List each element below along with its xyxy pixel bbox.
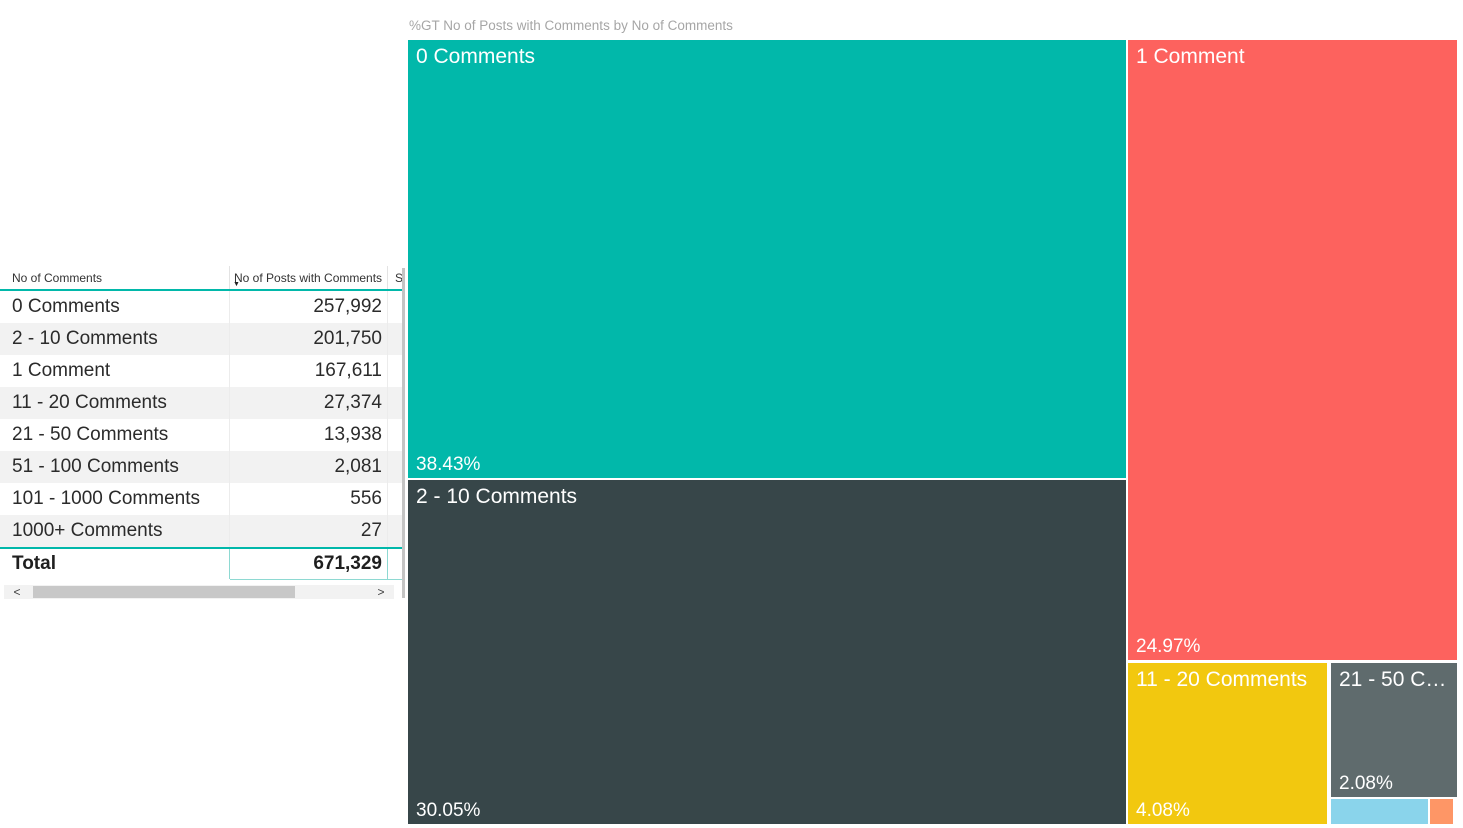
tile-percentage: 30.05% — [416, 800, 481, 821]
table-row[interactable]: 11 - 20 Comments 27,374 — [0, 387, 405, 419]
tile-label: 21 - 50 Comments — [1339, 668, 1452, 691]
total-value: 671,329 — [230, 549, 388, 579]
column-header-no-of-comments[interactable]: No of Comments — [0, 266, 230, 289]
column-header-no-of-posts-with-comments[interactable]: No of Posts with Comments — [230, 266, 388, 289]
table-row[interactable]: 51 - 100 Comments 2,081 — [0, 451, 405, 483]
row-value: 27 — [230, 515, 388, 547]
horizontal-scrollbar[interactable]: < > — [4, 585, 394, 599]
row-label: 1000+ Comments — [0, 515, 230, 547]
treemap-tile-1-comment[interactable]: 1 Comment 24.97% — [1128, 40, 1457, 660]
row-label: 0 Comments — [0, 291, 230, 323]
treemap-tile-51-100-comments[interactable] — [1331, 799, 1428, 824]
tile-label: 1 Comment — [1136, 45, 1245, 68]
table-row[interactable]: 101 - 1000 Comments 556 — [0, 483, 405, 515]
row-label: 51 - 100 Comments — [0, 451, 230, 483]
table-row[interactable]: 2 - 10 Comments 201,750 — [0, 323, 405, 355]
treemap-tile-101-1000-comments[interactable] — [1430, 799, 1453, 824]
total-label: Total — [0, 549, 230, 579]
total-underline — [230, 579, 405, 580]
tile-label: 2 - 10 Comments — [416, 485, 578, 508]
row-value: 201,750 — [230, 323, 388, 355]
table-total-row: Total 671,329 — [0, 547, 405, 580]
row-label: 1 Comment — [0, 355, 230, 387]
table-row[interactable]: 21 - 50 Comments 13,938 — [0, 419, 405, 451]
column-header-label: No of Posts with Comments — [234, 270, 383, 285]
tile-percentage: 2.08% — [1339, 773, 1393, 794]
row-value: 257,992 — [230, 291, 388, 323]
scroll-right-icon[interactable]: > — [377, 585, 385, 599]
treemap-tile-2-10-comments[interactable]: 2 - 10 Comments 30.05% — [408, 480, 1126, 824]
row-label: 21 - 50 Comments — [0, 419, 230, 451]
table-row[interactable]: 1000+ Comments 27 — [0, 515, 405, 547]
row-value: 27,374 — [230, 387, 388, 419]
row-value: 556 — [230, 483, 388, 515]
vertical-scrollbar[interactable] — [402, 268, 405, 598]
table-row[interactable]: 0 Comments 257,992 — [0, 291, 405, 323]
scroll-left-icon[interactable]: < — [13, 585, 21, 599]
column-header-truncated[interactable]: Su — [395, 270, 405, 285]
table-row[interactable]: 1 Comment 167,611 — [0, 355, 405, 387]
treemap-tile-0-comments[interactable]: 0 Comments 38.43% — [408, 40, 1126, 478]
tile-label: 0 Comments — [416, 45, 536, 68]
tile-label: 11 - 20 Comments — [1136, 668, 1308, 691]
row-value: 167,611 — [230, 355, 388, 387]
sort-descending-icon: ▼ — [233, 281, 240, 288]
treemap-title: %GT No of Posts with Comments by No of C… — [409, 18, 733, 33]
row-label: 11 - 20 Comments — [0, 387, 230, 419]
row-label: 101 - 1000 Comments — [0, 483, 230, 515]
row-label: 2 - 10 Comments — [0, 323, 230, 355]
tile-percentage: 38.43% — [416, 454, 481, 475]
table-body: 0 Comments 257,992 2 - 10 Comments 201,7… — [0, 291, 405, 547]
tile-percentage: 4.08% — [1136, 800, 1190, 821]
row-value: 2,081 — [230, 451, 388, 483]
tile-percentage: 24.97% — [1136, 636, 1201, 657]
table-visual: No of Comments No of Posts with Comments… — [0, 266, 405, 580]
scrollbar-thumb[interactable] — [33, 586, 295, 598]
treemap-tile-11-20-comments[interactable]: 11 - 20 Comments 4.08% — [1128, 663, 1327, 824]
row-value: 13,938 — [230, 419, 388, 451]
table-header-row: No of Comments No of Posts with Comments… — [0, 266, 405, 291]
treemap-tile-21-50-comments[interactable]: 21 - 50 Comments 2.08% — [1331, 663, 1457, 797]
